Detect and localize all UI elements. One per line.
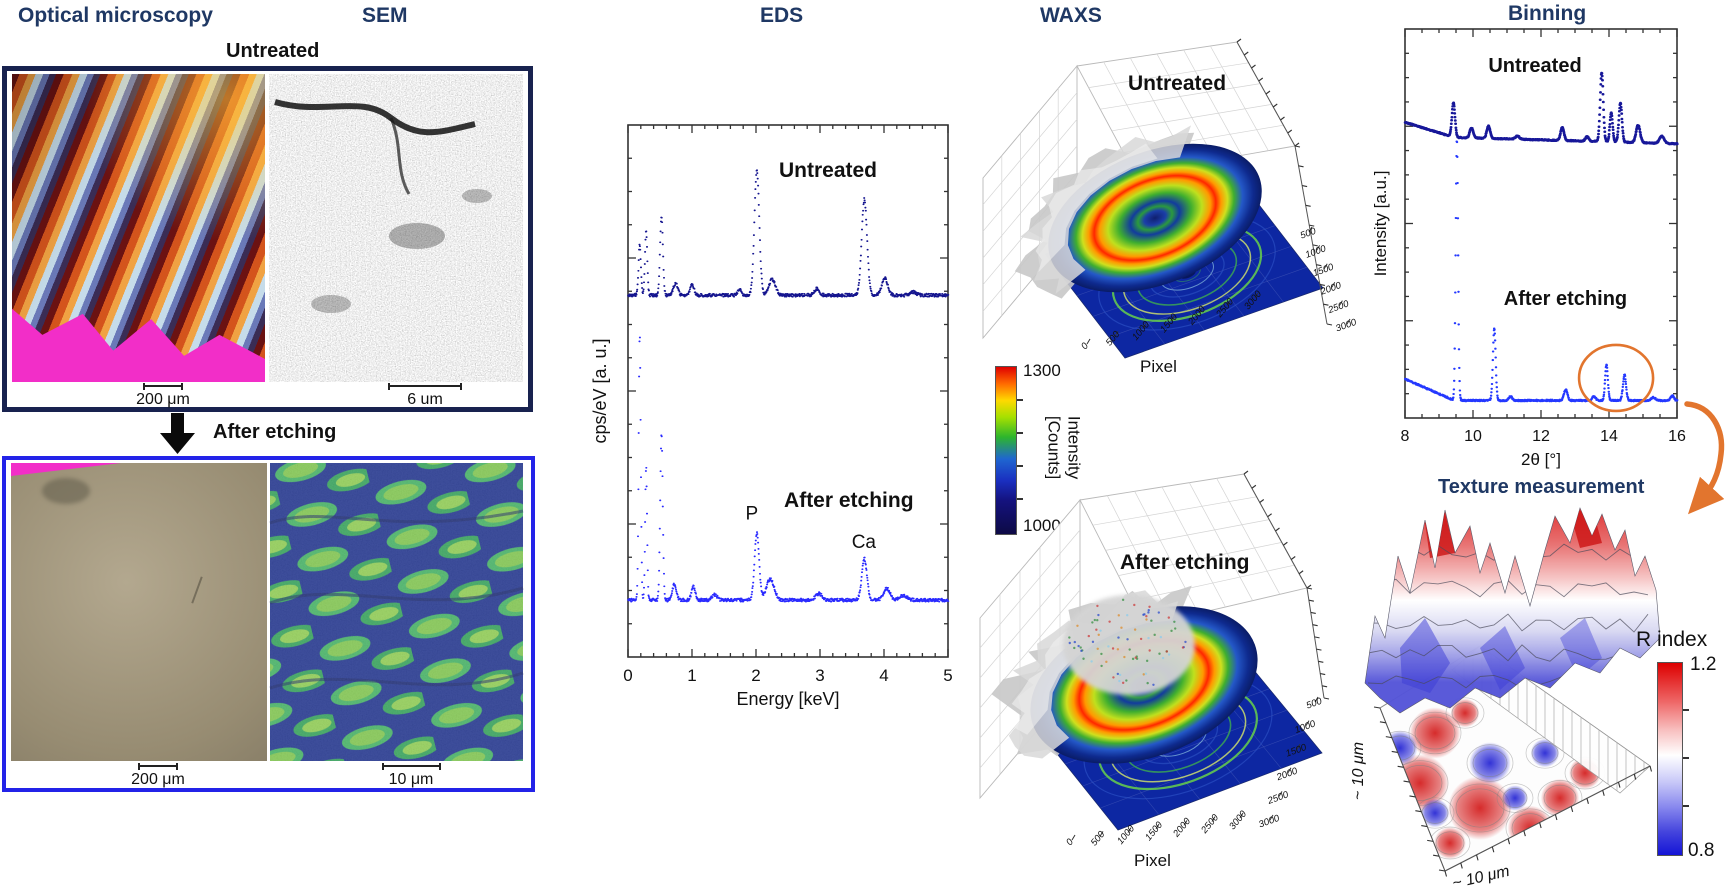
svg-text:2500: 2500 (1326, 298, 1351, 316)
binning-xrd-plot: 8 10 12 14 16 2θ [°] Intensity [a.u.] Untreated… (1371, 28, 1686, 469)
resin-sliver (11, 463, 121, 476)
scalebar-line (381, 763, 441, 770)
svg-text:3: 3 (815, 666, 824, 685)
embedding-resin-region (12, 308, 265, 382)
label-after-etching-panel: After etching (213, 421, 337, 443)
svg-text:8: 8 (1401, 428, 1410, 445)
texture-colorbar-min: 0.8 (1688, 840, 1715, 861)
svg-text:500: 500 (1089, 829, 1108, 849)
texture-3d-surface-plot: ~ 10 μm ~ 10 μm (1350, 507, 1661, 886)
svg-text:After etching: After etching (1504, 288, 1627, 310)
sem-crack (274, 99, 476, 136)
scalebar-sem-after: 10 μm (371, 763, 451, 789)
texture-colorbar (1657, 662, 1689, 856)
scalebar-text: 10 μm (388, 771, 434, 788)
svg-text:1500: 1500 (1143, 819, 1165, 843)
title-optical-microscopy: Optical microscopy (18, 4, 213, 27)
svg-text:Energy [keV]: Energy [keV] (736, 689, 839, 709)
svg-text:Intensity [a.u.]: Intensity [a.u.] (1371, 171, 1390, 277)
scalebar-optical-after: 200 μm (118, 763, 198, 789)
title-waxs: WAXS (1040, 4, 1102, 27)
waxs-untreated-3d-plot: 0 500 1000 1500 2000 2500 30005001000150020002… (982, 38, 1359, 359)
svg-text:Ca: Ca (852, 532, 877, 553)
waxs-colorbar-min: 1000 (1023, 516, 1061, 535)
svg-text:5: 5 (943, 666, 952, 685)
scalebar-line (143, 383, 183, 390)
svg-text:1: 1 (687, 666, 696, 685)
svg-text:2θ [°]: 2θ [°] (1521, 450, 1561, 469)
waxs-after-pixel-axis-label: Pixel (1134, 851, 1171, 870)
orange-flow-arrow-icon (1684, 401, 1725, 515)
eds-spectra-plot: 0 1 2 3 4 5 Energy [keV] cps/eV [a. u.] Untreate… (590, 124, 953, 709)
svg-text:0: 0 (623, 666, 632, 685)
svg-text:500: 500 (1299, 226, 1318, 242)
svg-text:2500: 2500 (1265, 789, 1290, 807)
optical-untreated-image (12, 74, 265, 382)
sem-after-etching-image (269, 463, 524, 761)
svg-text:2500: 2500 (1198, 812, 1221, 837)
waxs-colorbar-max: 1300 (1023, 361, 1061, 380)
scalebar-line (138, 763, 178, 770)
scalebar-text: 6 um (407, 391, 443, 408)
svg-text:0: 0 (1064, 836, 1076, 848)
svg-text:10: 10 (1464, 428, 1482, 445)
svg-text:Untreated: Untreated (1488, 55, 1581, 77)
svg-text:3000: 3000 (1257, 813, 1281, 831)
down-arrow-icon (160, 413, 195, 454)
svg-text:cps/eV [a. u.]: cps/eV [a. u.] (590, 338, 610, 443)
texture-colorbar-title: R index (1636, 628, 1708, 651)
title-eds: EDS (760, 4, 804, 27)
scratch (191, 576, 203, 604)
svg-text:4: 4 (879, 666, 888, 685)
svg-text:14: 14 (1600, 428, 1618, 445)
svg-text:~ 10 μm: ~ 10 μm (1350, 742, 1367, 800)
untreated-images-panel: 200 μm 6 um (2, 66, 533, 412)
title-texture-measurement: Texture measurement (1438, 476, 1645, 498)
scalebar-line (388, 383, 462, 390)
title-sem: SEM (362, 4, 408, 27)
svg-text:2000: 2000 (1170, 816, 1193, 841)
svg-text:500: 500 (1305, 696, 1324, 712)
texture-colorbar-max: 1.2 (1690, 654, 1717, 675)
scalebar-sem-untreated: 6 um (380, 383, 470, 409)
svg-text:12: 12 (1532, 428, 1550, 445)
svg-text:0: 0 (1079, 340, 1091, 352)
optical-after-etching-image (11, 463, 267, 761)
scalebar-text: 200 μm (131, 771, 185, 788)
label-untreated-panel: Untreated (226, 40, 320, 62)
title-binning: Binning (1508, 2, 1587, 25)
waxs-untreated-label: Untreated (1128, 72, 1227, 95)
svg-text:Untreated: Untreated (779, 159, 877, 182)
svg-text:3000: 3000 (1227, 808, 1249, 832)
waxs-untreated-pixel-axis-label: Pixel (1140, 357, 1177, 376)
svg-text:2000: 2000 (1318, 280, 1343, 298)
waxs-colorbar (995, 366, 1023, 535)
svg-text:1500: 1500 (1312, 261, 1336, 279)
svg-text:~ 10 μm: ~ 10 μm (1451, 863, 1511, 886)
sem-untreated-image (269, 74, 523, 382)
svg-text:1000: 1000 (1304, 243, 1328, 261)
waxs-after-etching-3d-plot: 0 500 1000 1500 2000 2500 30005001000150020002… (979, 470, 1330, 849)
svg-text:3000: 3000 (1334, 317, 1358, 335)
svg-text:16: 16 (1668, 428, 1686, 445)
svg-text:After etching: After etching (784, 489, 914, 512)
after-etching-images-panel: 200 μm 10 μm (2, 456, 535, 792)
scalebar-text: 200 μm (136, 391, 190, 408)
svg-text:P: P (745, 504, 758, 525)
svg-text:2: 2 (751, 666, 760, 685)
smudge (41, 477, 90, 504)
waxs-after-label: After etching (1120, 551, 1250, 574)
scalebar-optical-untreated: 200 μm (123, 383, 203, 409)
